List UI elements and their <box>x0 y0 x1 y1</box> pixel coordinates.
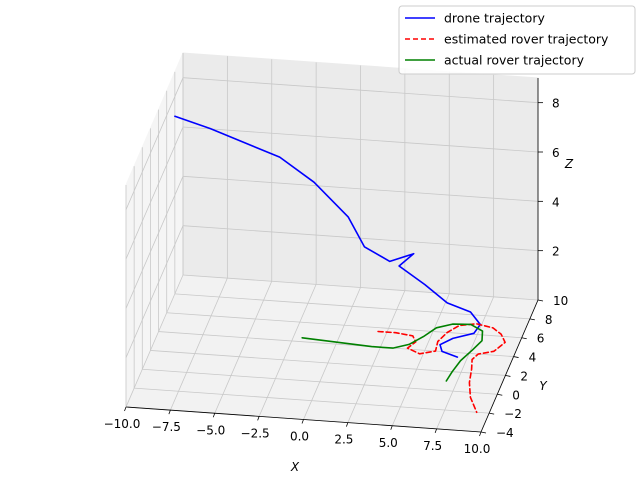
y-grid-line <box>142 368 498 395</box>
x-tick-mark <box>390 425 393 430</box>
x-grid-line <box>436 296 494 430</box>
x-grid-line <box>391 293 450 426</box>
z-grid-line <box>182 77 539 104</box>
y-grid-line <box>174 293 530 320</box>
x-axis-label: X <box>290 460 300 474</box>
legend-label-actual-rover: actual rover trajectory <box>444 53 585 68</box>
z-tick-label: 2 <box>552 245 560 259</box>
x-tick-label: 5.0 <box>379 436 398 450</box>
x-tick-label: −10.0 <box>104 417 141 431</box>
z-grid-line <box>125 176 184 309</box>
legend: drone trajectory estimated rover traject… <box>398 5 636 75</box>
z-grid-line <box>182 175 539 202</box>
x-tick-mark <box>301 419 304 424</box>
x-grid-line <box>303 287 361 420</box>
z-axis-label: Z <box>564 157 574 171</box>
z-grid-line <box>125 77 184 210</box>
y-tick-mark <box>513 356 519 358</box>
z-grid-line <box>125 225 184 358</box>
y-tick-label: 2 <box>520 369 528 383</box>
x-tick-label: 2.5 <box>334 433 353 447</box>
y-tick-mark <box>489 412 495 415</box>
legend-label-estimated-rover: estimated rover trajectory <box>444 32 609 47</box>
y-grid-line <box>150 350 506 376</box>
y-grid-line <box>166 312 522 339</box>
y-grid-line <box>158 331 514 357</box>
z-grid-line <box>182 126 539 153</box>
y-tick-label: 6 <box>537 332 545 346</box>
axis-lines <box>124 78 544 437</box>
x-tick-label: −5.0 <box>196 423 225 437</box>
x-tick-mark <box>346 422 349 427</box>
y-grid-line <box>134 387 490 414</box>
y-axis-line <box>480 299 539 433</box>
z-tick-label: 4 <box>552 195 560 209</box>
y-tick-label: 0 <box>512 388 520 402</box>
y-tick-mark <box>529 318 535 321</box>
x-grid-line <box>347 290 406 423</box>
y-tick-mark <box>505 375 511 377</box>
y-tick-mark <box>497 393 503 396</box>
y-tick-label: 10 <box>553 294 568 308</box>
x-tick-mark <box>434 428 437 434</box>
series-lines <box>174 115 506 414</box>
z-grid-line <box>125 126 184 260</box>
y-grid-line <box>182 274 539 301</box>
x-tick-mark <box>168 409 171 415</box>
z-tick-label: 6 <box>552 146 560 160</box>
x-tick-label: −2.5 <box>241 426 270 440</box>
x-tick-label: −7.5 <box>152 420 181 434</box>
y-axis-label: Y <box>539 379 548 393</box>
x-grid-line <box>258 284 317 417</box>
tick-labels: −10.0 −7.5 −5.0 −2.5 0.0 2.5 5.0 7.5 10.0−4−2024… <box>104 97 569 456</box>
axis-panes <box>125 52 539 433</box>
y-tick-label: 8 <box>545 313 553 327</box>
z-tick-label: 8 <box>552 97 560 111</box>
y-tick-mark <box>480 431 487 434</box>
x-tick-mark <box>212 413 216 418</box>
series-line-drone-trajectory <box>174 115 482 358</box>
x-grid-line <box>214 281 273 414</box>
x-tick-label: 0.0 <box>290 430 309 444</box>
x-grid-line <box>125 274 184 408</box>
legend-box <box>398 5 636 75</box>
legend-label-drone: drone trajectory <box>444 11 545 26</box>
y-tick-label: −4 <box>496 426 514 440</box>
series-line-actual-rover-trajectory <box>301 323 484 382</box>
x-tick-mark <box>124 406 127 412</box>
x-tick-label: 10.0 <box>464 442 491 456</box>
series-line-estimated-rover-trajectory <box>377 322 506 414</box>
y-tick-label: 4 <box>529 351 537 365</box>
y-tick-label: −2 <box>504 407 522 421</box>
x-grid-line <box>170 277 228 411</box>
x-tick-label: 7.5 <box>423 439 442 453</box>
y-tick-mark <box>521 337 527 340</box>
x-tick-mark <box>479 431 482 437</box>
x-tick-mark <box>257 416 260 421</box>
y-tick-mark <box>537 299 544 302</box>
